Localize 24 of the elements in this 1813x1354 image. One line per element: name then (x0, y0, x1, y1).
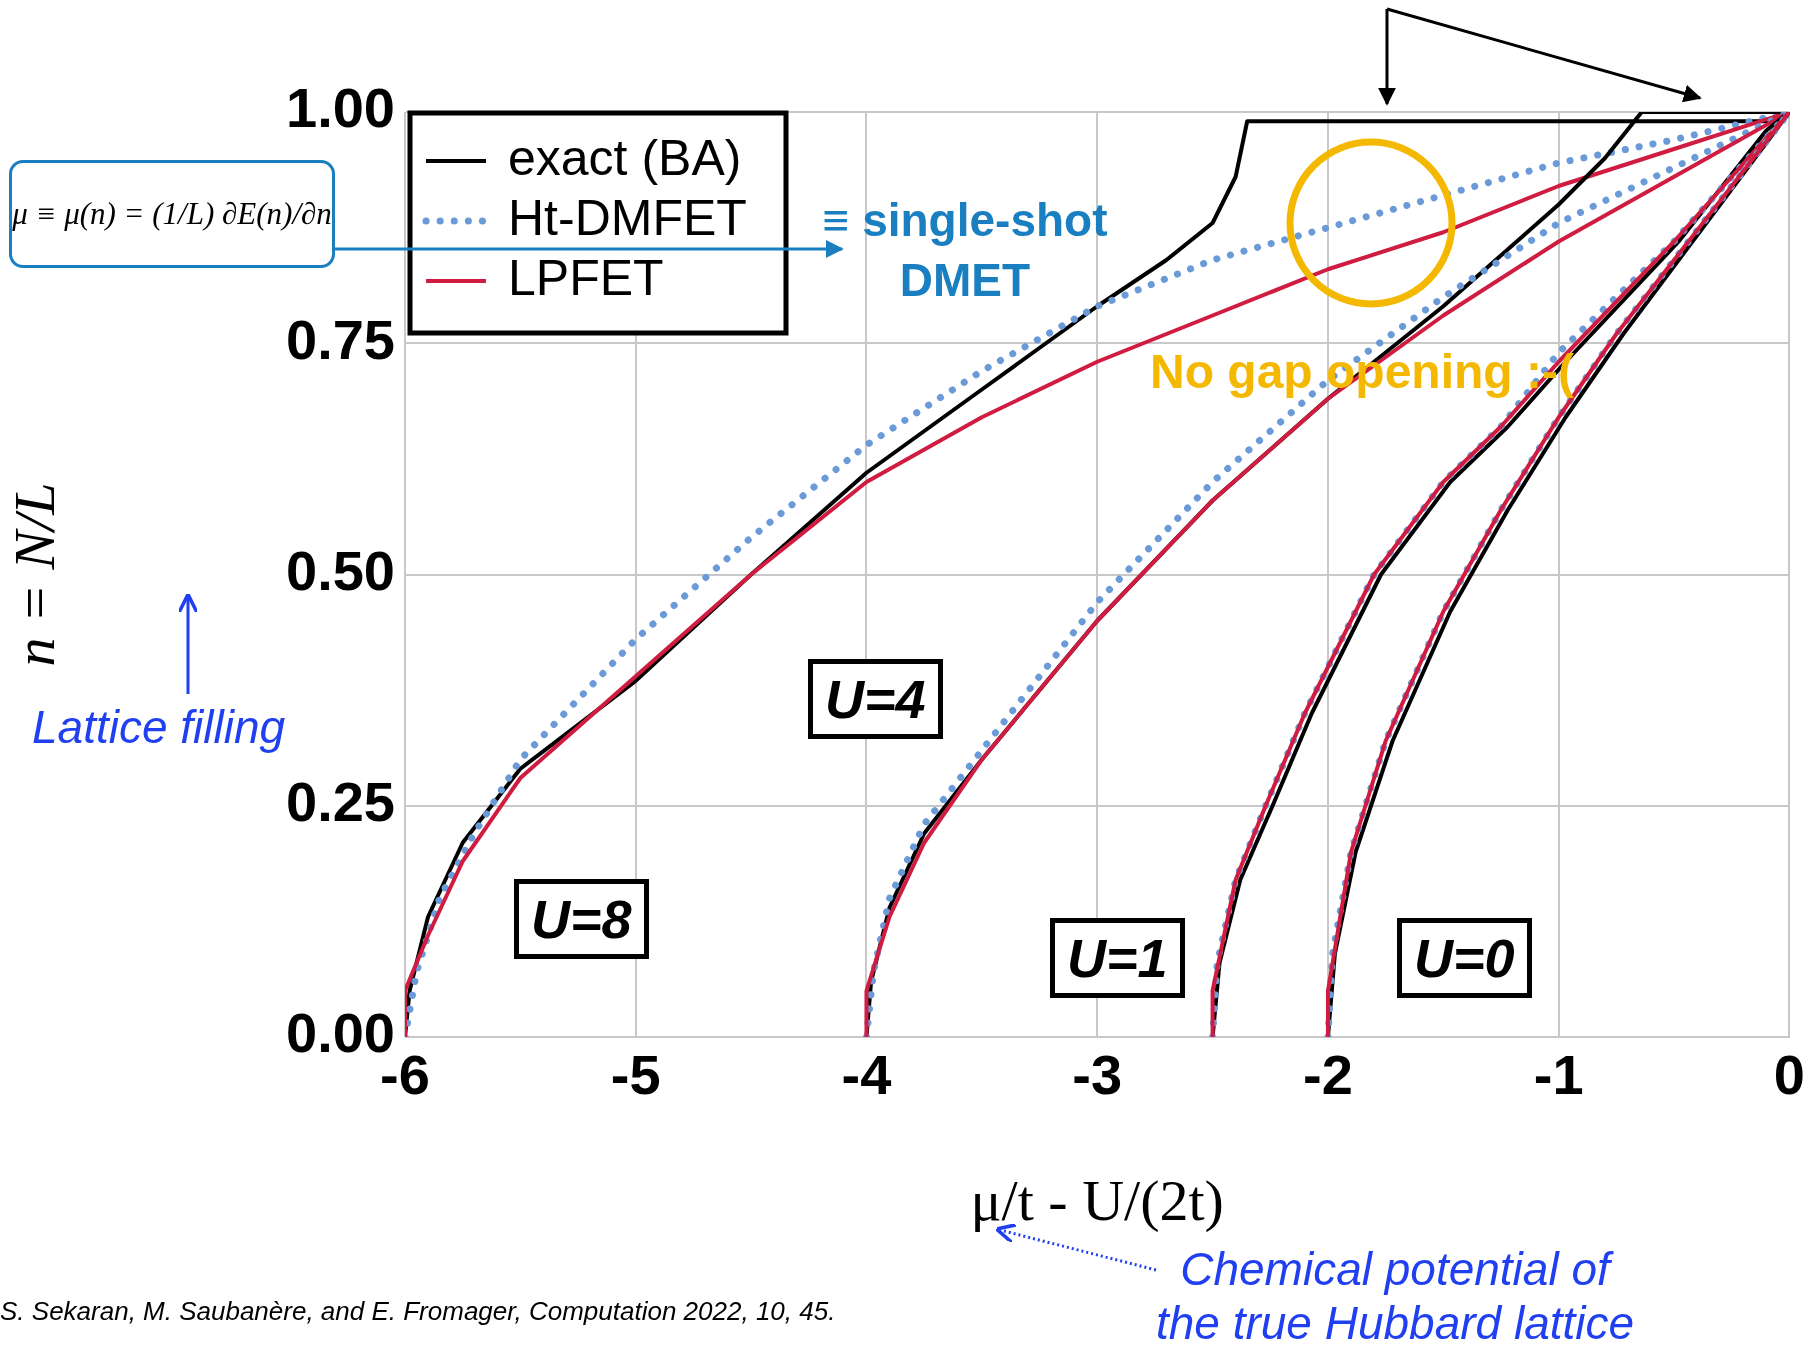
x-tick-label: -4 (841, 1043, 892, 1107)
y-tick-label: 0.25 (286, 770, 395, 834)
text: μ ≡ μ(n) = (1/L) ∂E(n)/∂n (9, 160, 335, 268)
legend-label: exact (BA) (508, 129, 742, 186)
x-axis-title: μ/t - U/(2t) (970, 1168, 1224, 1234)
legend-label: Ht-DMFET (508, 189, 747, 246)
x-tick-label: -2 (1303, 1043, 1353, 1107)
x-tick-label: 0 (1773, 1043, 1806, 1107)
x-tick-label: -5 (610, 1043, 661, 1107)
x-tick-label: -1 (1533, 1043, 1584, 1107)
text: Lattice filling (32, 700, 286, 754)
text: S. Sekaran, M. Saubanère, and E. Fromager, Computation 2022, 10, 45. (0, 1296, 836, 1327)
legend-label: LPFET (508, 249, 664, 306)
text: Chemical potential of the true Hubbard lattice (1154, 1242, 1636, 1350)
y-tick-label: 0.50 (286, 538, 395, 602)
annotation: U=4 (808, 659, 943, 739)
annotation: U=8 (514, 879, 649, 959)
annotation: ≡ single-shot DMET (821, 193, 1109, 308)
annotation: U=1 (1050, 918, 1185, 998)
y-axis-title: n = N/L (2, 482, 68, 667)
y-tick-label: 1.00 (286, 76, 395, 140)
x-tick-label: -3 (1072, 1043, 1123, 1107)
y-tick-label: 0.75 (286, 307, 395, 371)
annotation: U=0 (1397, 918, 1532, 998)
